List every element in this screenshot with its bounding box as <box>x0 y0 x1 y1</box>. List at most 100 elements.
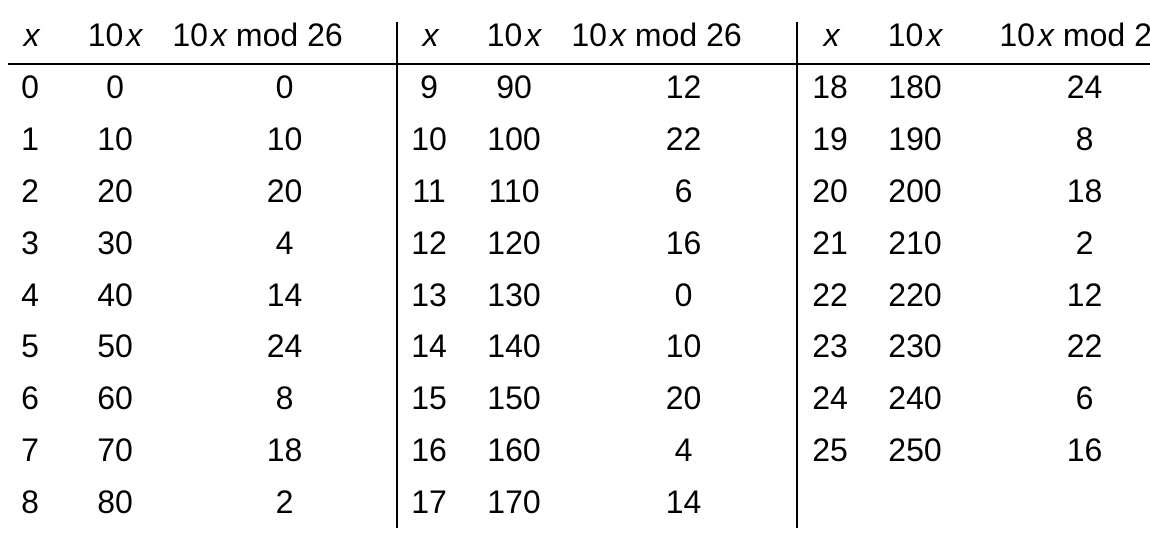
cell-10x: 0 <box>106 69 124 106</box>
cell-x: 16 <box>411 431 447 468</box>
table-row: 3 30 4 <box>0 217 399 269</box>
cell-x: 4 <box>21 276 39 313</box>
table-row: 1 10 10 <box>0 114 399 166</box>
col-header-x: x <box>399 0 459 62</box>
cell-10x-mod-26: 10 <box>266 121 303 158</box>
table-row: 22 220 12 <box>800 269 1150 321</box>
cell-10x: 80 <box>97 483 133 520</box>
table-row: 23 230 22 <box>800 321 1150 373</box>
variable-x: x <box>609 16 626 53</box>
cell-x: 12 <box>411 224 447 261</box>
cell-10x: 210 <box>888 224 942 261</box>
table-row: 25 250 16 <box>800 425 1150 477</box>
table-row: 8 80 2 <box>0 476 399 528</box>
cell-x: 20 <box>812 172 848 209</box>
cell-x: 9 <box>420 69 438 106</box>
col-header-10x: 10x <box>860 0 970 62</box>
column-separator-1 <box>396 22 398 528</box>
cell-x: 25 <box>812 431 848 468</box>
coefficient: 10 <box>172 16 208 53</box>
table-row: 24 240 6 <box>800 373 1150 425</box>
table-body-group-3: 18 180 24 19 190 8 20 200 18 21 210 2 22 220 12 23 230 22… <box>800 62 1150 476</box>
variable-x: x <box>823 16 840 53</box>
cell-10x: 170 <box>487 483 541 520</box>
cell-x: 2 <box>21 172 39 209</box>
cell-10x-mod-26: 8 <box>1075 121 1094 158</box>
cell-10x-mod-26: 6 <box>1075 380 1094 417</box>
cell-10x: 20 <box>97 172 133 209</box>
variable-x: x <box>926 16 943 53</box>
cell-10x-mod-26: 4 <box>275 224 294 261</box>
cell-10x-mod-26: 2 <box>1075 224 1094 261</box>
table-row: 0 0 0 <box>0 62 399 114</box>
cell-10x: 240 <box>888 380 942 417</box>
cell-x: 13 <box>411 276 447 313</box>
cell-10x: 220 <box>888 276 942 313</box>
cell-10x: 190 <box>888 121 942 158</box>
cell-10x: 10 <box>97 121 133 158</box>
table-row: 17 170 14 <box>399 476 798 528</box>
cell-x: 19 <box>812 121 848 158</box>
cell-10x-mod-26: 10 <box>665 328 702 365</box>
table-row: 10 100 22 <box>399 114 798 166</box>
cell-10x-mod-26: 14 <box>665 483 702 520</box>
table-row: 13 130 0 <box>399 269 798 321</box>
cell-10x-mod-26: 12 <box>1066 276 1103 313</box>
cell-10x-mod-26: 14 <box>266 276 303 313</box>
cell-10x-mod-26: 20 <box>266 172 303 209</box>
table-row: 11 110 6 <box>399 166 798 218</box>
cell-10x-mod-26: 4 <box>674 431 693 468</box>
coefficient: 10 <box>87 16 124 53</box>
table-row: 20 200 18 <box>800 166 1150 218</box>
table-row: 15 150 20 <box>399 373 798 425</box>
table-row: 5 50 24 <box>0 321 399 373</box>
cell-10x-mod-26: 8 <box>275 380 294 417</box>
cell-x: 17 <box>411 483 447 520</box>
cell-10x: 60 <box>97 380 133 417</box>
cell-x: 7 <box>21 431 39 468</box>
cell-10x-mod-26: 24 <box>1066 69 1103 106</box>
cell-x: 14 <box>411 328 447 365</box>
table-row: 18 180 24 <box>800 62 1150 114</box>
mod-26-suffix: mod 26 <box>1062 16 1150 53</box>
variable-x: x <box>1037 16 1054 53</box>
table-row: 9 90 12 <box>399 62 798 114</box>
variable-x: x <box>525 16 542 53</box>
coefficient: 10 <box>999 16 1035 53</box>
cell-10x: 40 <box>97 276 133 313</box>
cell-x: 6 <box>21 380 39 417</box>
cell-10x: 250 <box>888 431 942 468</box>
variable-x: x <box>126 16 143 53</box>
cell-10x-mod-26: 6 <box>674 172 693 209</box>
cell-x: 15 <box>411 380 447 417</box>
cell-10x: 180 <box>888 69 942 106</box>
cell-x: 10 <box>411 121 447 158</box>
table-row: 6 60 8 <box>0 373 399 425</box>
cell-x: 1 <box>21 121 39 158</box>
cell-10x-mod-26: 0 <box>275 69 294 106</box>
column-separator-2 <box>796 22 798 528</box>
cell-x: 0 <box>21 69 39 106</box>
cell-10x: 120 <box>487 224 541 261</box>
cell-10x-mod-26: 16 <box>1066 431 1103 468</box>
cell-x: 24 <box>812 380 848 417</box>
table-row: 4 40 14 <box>0 269 399 321</box>
col-header-x: x <box>0 0 60 62</box>
cell-10x-mod-26: 2 <box>275 483 294 520</box>
col-header-10x: 10x <box>459 0 569 62</box>
cell-10x: 70 <box>97 431 133 468</box>
table-row: 14 140 10 <box>399 321 798 373</box>
cell-x: 21 <box>812 224 848 261</box>
col-header-x: x <box>800 0 860 62</box>
cell-x: 18 <box>812 69 848 106</box>
coefficient: 10 <box>571 16 607 53</box>
cell-10x: 30 <box>97 224 133 261</box>
cell-10x-mod-26: 16 <box>665 224 702 261</box>
cell-10x-mod-26: 24 <box>266 328 303 365</box>
